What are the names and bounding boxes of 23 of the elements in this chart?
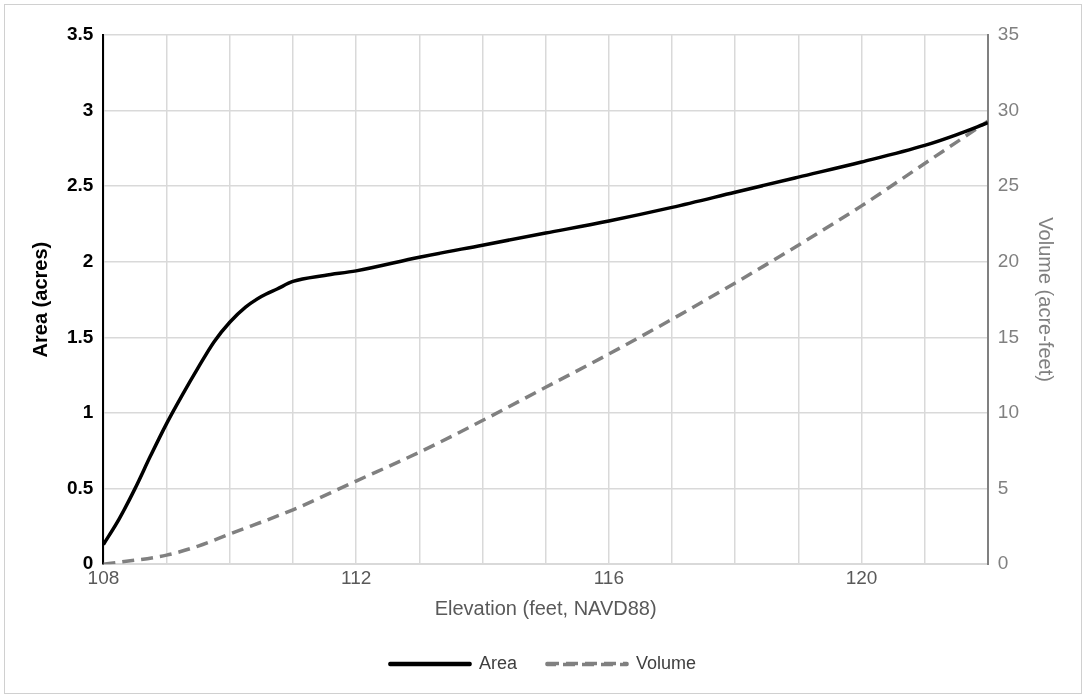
y-tick-label: 3 <box>82 98 94 120</box>
y-axis-title: Area (acres) <box>28 241 51 358</box>
y2-tick-label: 25 <box>997 174 1020 196</box>
y2-tick-label: 15 <box>997 325 1020 347</box>
x-tick-label: 116 <box>593 566 624 588</box>
x-tick-label: 112 <box>340 566 372 588</box>
legend-label: Area <box>478 652 518 673</box>
y2-tick-label: 20 <box>997 250 1020 272</box>
y-tick-label: 0.5 <box>66 476 94 498</box>
y2-tick-label: 30 <box>997 98 1020 120</box>
y2-tick-label: 0 <box>997 552 1009 574</box>
y2-axis-title: Volume (acre-feet) <box>1035 217 1058 382</box>
y2-tick-label: 35 <box>997 23 1020 45</box>
y-tick-label: 2.5 <box>66 174 94 196</box>
y2-tick-label: 10 <box>997 401 1020 423</box>
legend-label: Volume <box>635 652 697 673</box>
x-tick-label: 120 <box>845 566 878 588</box>
y-tick-label: 1.5 <box>66 325 94 347</box>
y-tick-label: 3.5 <box>66 23 94 45</box>
y-tick-label: 2 <box>82 250 94 272</box>
x-axis-title: Elevation (feet, NAVD88) <box>434 596 657 619</box>
y2-tick-label: 5 <box>997 476 1009 498</box>
y-tick-label: 1 <box>82 401 94 423</box>
